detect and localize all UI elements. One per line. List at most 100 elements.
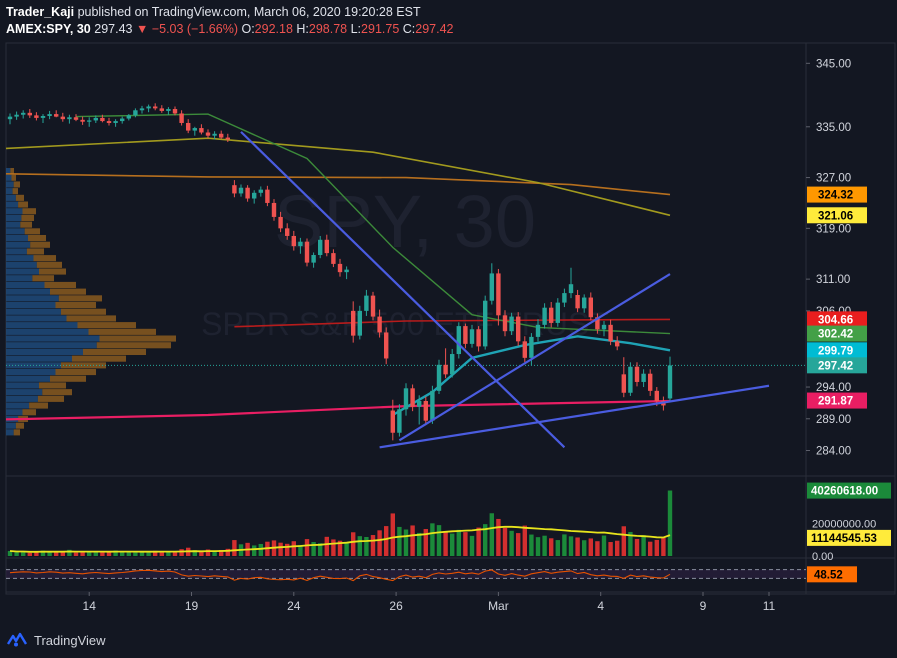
candle-body [648, 373, 653, 391]
candle-body [60, 116, 65, 120]
rsi-badge: 48.52 [814, 569, 843, 581]
candle-body [344, 269, 349, 273]
candle-body [146, 106, 151, 109]
volume-bar [298, 544, 303, 556]
volume-bar [509, 530, 514, 556]
volume-bar [120, 551, 125, 556]
volume-bar [628, 531, 633, 556]
volume-bar [47, 552, 52, 556]
volume-profile-bar [6, 422, 16, 429]
volume-profile-bar [6, 389, 43, 396]
candle-body [106, 121, 112, 123]
volume-profile-bar [6, 315, 67, 322]
volume-profile-bar [6, 348, 83, 355]
candle-body [575, 294, 580, 309]
low-value: 291.75 [361, 22, 400, 36]
candle-body [113, 121, 118, 123]
chart-canvas[interactable]: SPY, 30 SPDR S&P 500 ETF TRUST 345.00 335.… [0, 0, 897, 628]
volume-profile-bar [6, 308, 61, 315]
price-label-badge-bg [807, 311, 867, 328]
candle-body [87, 120, 92, 122]
candle-body [120, 118, 125, 122]
volume-bar [496, 518, 501, 556]
symbol-label[interactable]: AMEX:SPY, 30 [6, 22, 91, 36]
volume-bar [172, 551, 178, 556]
trendline[interactable] [379, 384, 770, 449]
time-tick-label: 24 [287, 599, 301, 613]
volume-bar [469, 535, 475, 556]
volume-bar [529, 534, 534, 556]
candle-body [271, 202, 277, 217]
candle-body [318, 239, 323, 256]
volume-bar [351, 532, 356, 556]
volume-bar [370, 535, 376, 556]
candle-body [311, 255, 316, 263]
time-tick-label: 11 [763, 599, 776, 613]
volume-bar [93, 552, 98, 556]
low-label: L: [350, 22, 362, 36]
candle-body [410, 388, 415, 407]
volume-profile-bar [6, 235, 28, 242]
candle-body [351, 310, 356, 336]
volume-profile-bar [6, 188, 13, 195]
candle-body [252, 192, 257, 199]
volume-bar [403, 529, 409, 556]
price-label-badge: 321.06 [818, 210, 853, 222]
price-tick-label: 294.00 [816, 382, 851, 394]
open-value: 292.18 [254, 22, 293, 36]
high-label: H: [296, 22, 309, 36]
volume-profile-bar [13, 429, 20, 436]
candle-body [476, 329, 481, 347]
ma-olive [5, 137, 671, 217]
volume-profile-bar [6, 322, 78, 329]
volume-bar [595, 541, 600, 556]
volume-profile-bar [39, 268, 66, 275]
volume-profile-bar [6, 395, 38, 402]
price-label-badge-bg [807, 325, 867, 342]
volume-bar [212, 550, 217, 556]
price-label-badge-bg [807, 357, 867, 374]
high-value: 298.78 [308, 22, 348, 36]
candle-body [93, 117, 98, 121]
volume-bar [575, 537, 580, 556]
volume-bar [489, 513, 494, 556]
candle-body [238, 187, 244, 194]
footer-brand[interactable]: TradingView [34, 632, 106, 648]
volume-profile-bar [6, 241, 31, 248]
candle-body [529, 336, 534, 358]
trendline[interactable] [398, 273, 671, 442]
volume-bar [410, 525, 415, 556]
volume-badge: 11144545.53 [811, 533, 877, 545]
candle-body [641, 373, 646, 382]
volume-bar [634, 538, 640, 556]
volume-bar [364, 536, 369, 556]
time-tick-label: Mar [488, 599, 509, 613]
author-name[interactable]: Trader_Kaji [6, 5, 75, 19]
candle-body [14, 114, 19, 117]
volume-bar [522, 525, 527, 556]
volume-profile-bar [6, 375, 50, 382]
candle-body [588, 297, 593, 318]
volume-bar [430, 523, 435, 556]
volume-profile-bar [6, 255, 34, 262]
ma-red [234, 318, 671, 328]
candle-body [67, 117, 72, 120]
close-label: C: [402, 22, 416, 36]
candle-body [7, 116, 13, 120]
trendline[interactable] [240, 131, 566, 449]
volume-tick-label: 20000000.00 [812, 519, 876, 531]
volume-profile-bar [30, 241, 50, 248]
candle-body [423, 401, 428, 421]
volume-profile-bar [6, 281, 45, 288]
tradingview-logo-icon[interactable] [6, 632, 28, 648]
volume-bar [318, 543, 323, 556]
volume-profile-bar [21, 214, 34, 221]
volume-bar [601, 535, 607, 556]
volume-bar [568, 536, 574, 556]
volume-bar [232, 540, 237, 556]
price-label-badge: 299.79 [818, 345, 853, 357]
volume-profile-bar [37, 395, 64, 402]
ma-pink [5, 399, 671, 421]
candle-body [463, 326, 468, 344]
rsi-line [9, 569, 671, 582]
